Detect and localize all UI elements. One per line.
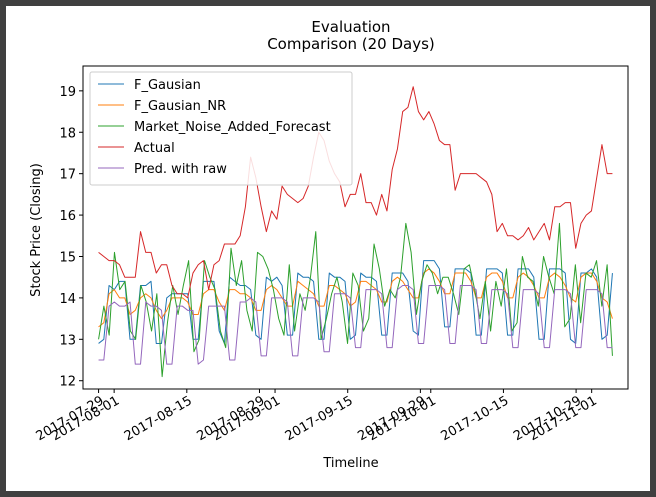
series-line-f-gausian-nr — [98, 268, 613, 328]
series-line-market-noise-added-forecast — [98, 222, 613, 378]
y-tick-label: 19 — [59, 85, 76, 100]
y-tick-label: 18 — [59, 126, 76, 141]
legend-label: Actual — [134, 141, 175, 156]
x-tick-label: 2017-10-15 — [438, 393, 511, 444]
x-tick-label: 2017-08-15 — [122, 393, 195, 444]
line-chart: Evaluation Comparison (20 Days) 12 13 14 15… — [29, 18, 629, 471]
series-line-actual — [98, 86, 613, 299]
legend-label: Pred. with raw — [134, 162, 227, 177]
y-tick-label: 16 — [59, 209, 76, 224]
chart-title: Evaluation — [311, 18, 390, 36]
legend-box — [89, 71, 353, 186]
series-line-f-gausian — [98, 260, 613, 344]
figure-canvas: Evaluation Comparison (20 Days) 12 13 14 15… — [6, 6, 650, 491]
legend-label: F_Gausian — [134, 78, 201, 93]
x-axis-label: Timeline — [322, 456, 378, 471]
legend-label: Market_Noise_Added_Forecast — [134, 120, 331, 135]
series-line-pred-with-raw — [98, 284, 613, 365]
x-tick-label: 2017-09-15 — [283, 393, 356, 444]
y-tick-label: 13 — [59, 333, 76, 348]
y-tick-label: 12 — [59, 375, 76, 390]
y-tick-label: 14 — [59, 292, 76, 307]
legend-label: F_Gausian_NR — [134, 99, 226, 114]
axes-frame — [82, 65, 629, 390]
y-axis-label: Stock Price (Closing) — [29, 163, 44, 297]
y-tick-label: 17 — [59, 168, 76, 183]
legend: F_Gausian F_Gausian_NR Market_Noise_Added_… — [89, 71, 353, 186]
y-tick-label: 15 — [59, 250, 76, 265]
chart-subtitle: Comparison (20 Days) — [267, 35, 435, 53]
